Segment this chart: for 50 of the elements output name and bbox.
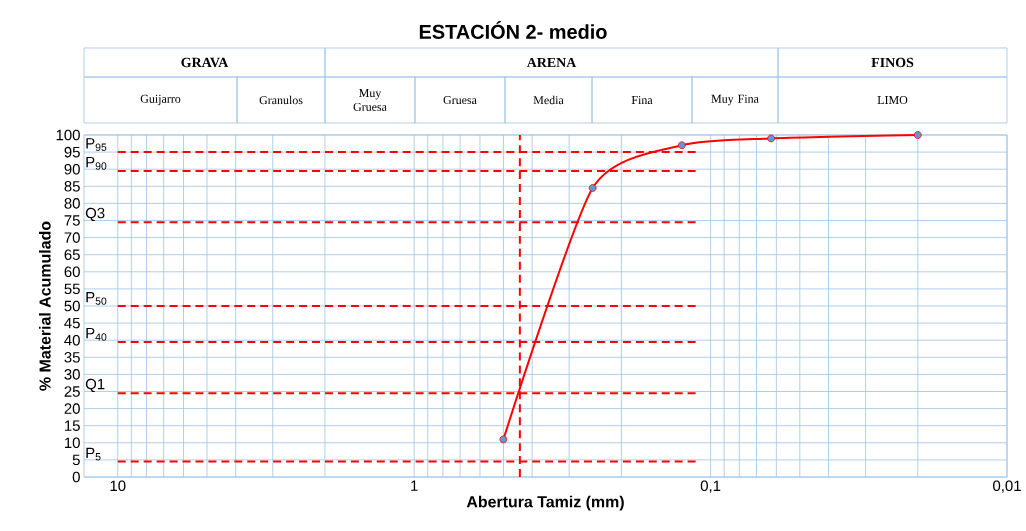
y-tick-label: 100 <box>56 129 80 141</box>
point <box>677 141 686 150</box>
text: Fina <box>631 95 653 104</box>
y-tick-label: 0 <box>72 471 80 483</box>
y-tick-label: 75 <box>64 215 80 226</box>
text: Granulos <box>259 95 303 105</box>
text: Muy Fina <box>711 94 759 106</box>
ref-line-label: P$_{90}$ <box>86 156 107 170</box>
text: Muy Gruesa <box>353 89 387 111</box>
y-tick-label: 5 <box>72 454 80 466</box>
ref-line-label: Q3 <box>85 207 105 222</box>
ref-line-label: P$_{40}$ <box>86 327 107 341</box>
ref-line-label: P$_{5}$ <box>86 447 101 461</box>
ref-line-label: P$_{50}$ <box>86 292 107 305</box>
ref-line-label: Q1 <box>85 378 105 393</box>
y-tick-label: 25 <box>64 386 80 397</box>
y-axis-title: % Material Acumulado <box>39 221 51 391</box>
y-tick-label: 15 <box>64 420 80 431</box>
point <box>767 134 775 143</box>
y-tick-label: 95 <box>64 146 80 158</box>
y-tick-label: 80 <box>64 198 80 209</box>
text: ARENA <box>526 57 577 68</box>
y-tick-label: 65 <box>64 249 80 260</box>
x-tick-label: 10 <box>110 480 126 492</box>
y-tick-label: 35 <box>64 352 80 363</box>
y-tick-label: 60 <box>64 266 80 278</box>
text: GRAVA <box>181 57 229 68</box>
y-tick-label: 90 <box>64 163 80 175</box>
y-tick-label: 10 <box>64 437 80 449</box>
x-tick-label: 1 <box>411 480 418 491</box>
x-tick-label: 0,1 <box>700 480 721 493</box>
y-tick-label: 85 <box>64 181 80 192</box>
y-tick-label: 50 <box>64 300 80 312</box>
y-tick-label: 55 <box>64 283 80 295</box>
chart-title: ESTACIÓN 2- medio <box>419 21 607 39</box>
text: Gruesa <box>443 95 477 104</box>
text: FINOS <box>871 57 914 68</box>
ref-line-label: P$_{95}$ <box>86 138 107 151</box>
x-tick-label: 0,01 <box>993 480 1021 493</box>
text: LIMO <box>877 95 908 104</box>
point <box>499 435 508 444</box>
y-tick-label: 20 <box>64 403 80 414</box>
text: Guijarro <box>140 94 181 106</box>
point <box>588 184 597 192</box>
y-tick-label: 40 <box>64 334 80 346</box>
y-tick-label: 30 <box>64 369 80 380</box>
y-tick-label: 70 <box>64 232 80 243</box>
x-axis-title: Abertura Tamiz (mm) <box>466 495 624 511</box>
text: Media <box>533 95 564 105</box>
y-tick-label: 45 <box>64 317 80 329</box>
